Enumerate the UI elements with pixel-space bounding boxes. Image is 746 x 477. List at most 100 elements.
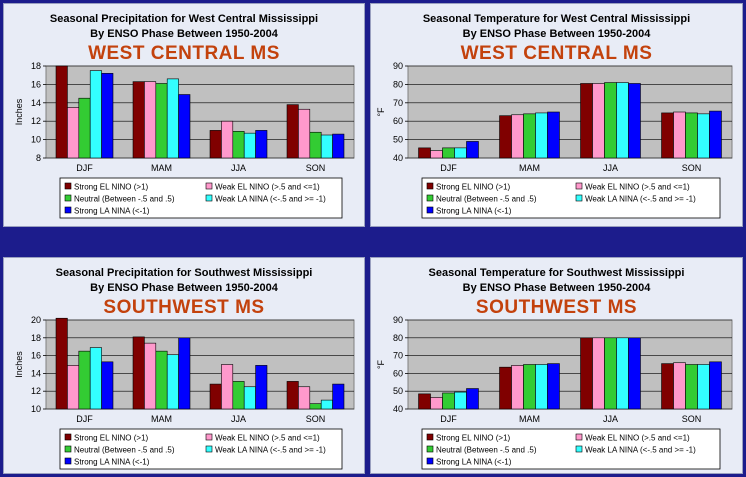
- x-tick-label: SON: [306, 414, 326, 424]
- bar: [243, 132, 256, 159]
- bar: [499, 366, 512, 410]
- y-tick-label: 14: [31, 98, 41, 108]
- legend-swatch: [64, 457, 72, 465]
- bar: [430, 150, 443, 159]
- y-axis-label: °F: [376, 107, 386, 117]
- x-tick-label: DJF: [440, 163, 457, 173]
- chart-svg: Seasonal Precipitation for West Central …: [14, 13, 355, 219]
- bar: [89, 70, 102, 159]
- legend-label: Strong LA NINA (<-1): [436, 458, 512, 467]
- y-tick-label: 16: [31, 79, 41, 89]
- bar: [511, 114, 524, 159]
- bar: [592, 83, 605, 159]
- bar: [232, 131, 245, 159]
- chart-subtitle: By ENSO Phase Between 1950-2004: [90, 282, 279, 294]
- x-tick-label: DJF: [76, 163, 93, 173]
- chart-svg: Seasonal Precipitation for Southwest Mis…: [14, 267, 355, 470]
- legend-swatch: [205, 433, 213, 441]
- x-tick-label: JJA: [603, 163, 618, 173]
- bar: [298, 108, 311, 159]
- x-tick-label: MAM: [151, 163, 172, 173]
- legend-label: Strong EL NINO (>1): [74, 434, 149, 443]
- legend-swatch: [64, 445, 72, 453]
- legend-box: [59, 177, 343, 219]
- bar: [78, 350, 91, 410]
- y-tick-label: 12: [31, 386, 41, 396]
- legend-swatch: [426, 182, 434, 190]
- bar: [166, 354, 179, 410]
- bar: [55, 317, 68, 410]
- y-tick-label: 80: [393, 333, 403, 343]
- legend-swatch: [64, 206, 72, 214]
- legend-box: [421, 177, 721, 219]
- legend-label: Weak LA NINA (<-.5 and >= -1): [585, 446, 696, 455]
- bar: [232, 381, 245, 410]
- bar: [132, 81, 145, 159]
- bar: [55, 65, 68, 159]
- chart-title: Seasonal Precipitation for West Central …: [50, 13, 318, 25]
- y-tick-label: 10: [31, 404, 41, 414]
- y-tick-label: 90: [393, 315, 403, 325]
- bar: [523, 364, 536, 410]
- bar: [580, 337, 593, 410]
- y-tick-label: 70: [393, 351, 403, 361]
- legend-swatch: [426, 206, 434, 214]
- legend-label: Neutral (Between -.5 and .5): [436, 446, 537, 455]
- x-tick-label: MAM: [151, 414, 172, 424]
- y-tick-label: 14: [31, 368, 41, 378]
- bar: [309, 131, 322, 159]
- legend-swatch: [205, 445, 213, 453]
- legend-swatch: [64, 182, 72, 190]
- region-label: WEST CENTRAL MS: [88, 43, 280, 64]
- bar: [709, 361, 722, 410]
- bar: [466, 388, 479, 410]
- legend-label: Neutral (Between -.5 and .5): [436, 195, 537, 204]
- bar: [616, 82, 629, 159]
- legend-label: Neutral (Between -.5 and .5): [74, 446, 175, 455]
- x-tick-label: JJA: [231, 414, 246, 424]
- x-tick-label: DJF: [440, 414, 457, 424]
- bar: [286, 381, 299, 410]
- region-label: SOUTHWEST MS: [103, 297, 264, 318]
- bar: [418, 393, 431, 410]
- x-tick-label: JJA: [603, 414, 618, 424]
- y-axis-label: Inches: [14, 98, 24, 125]
- bar: [454, 147, 467, 159]
- legend-box: [421, 428, 721, 470]
- y-tick-label: 10: [31, 135, 41, 145]
- y-tick-label: 16: [31, 351, 41, 361]
- y-tick-label: 50: [393, 135, 403, 145]
- y-tick-label: 60: [393, 368, 403, 378]
- bar: [320, 134, 333, 159]
- legend-label: Weak LA NINA (<-.5 and >= -1): [215, 446, 326, 455]
- legend-label: Weak LA NINA (<-.5 and >= -1): [585, 195, 696, 204]
- bar: [604, 337, 617, 410]
- y-tick-label: 40: [393, 153, 403, 163]
- bar: [673, 362, 686, 410]
- legend-label: Weak EL NINO (>.5 and <=1): [585, 183, 690, 192]
- bar: [286, 104, 299, 159]
- bar: [155, 83, 168, 159]
- bar: [144, 81, 157, 159]
- bar: [604, 82, 617, 159]
- legend-label: Weak EL NINO (>.5 and <=1): [215, 434, 320, 443]
- x-tick-label: SON: [682, 163, 702, 173]
- bar: [178, 337, 191, 410]
- bar: [535, 364, 548, 410]
- bar: [466, 141, 479, 159]
- bar: [67, 365, 80, 410]
- x-tick-label: SON: [306, 163, 326, 173]
- bar: [320, 399, 333, 410]
- legend-label: Strong LA NINA (<-1): [74, 207, 150, 216]
- y-axis-label: °F: [376, 359, 386, 369]
- legend-swatch: [205, 194, 213, 202]
- bar: [442, 147, 455, 159]
- bar: [221, 120, 234, 159]
- legend-swatch: [426, 194, 434, 202]
- bar: [221, 364, 234, 410]
- bar: [67, 107, 80, 159]
- legend-label: Weak EL NINO (>.5 and <=1): [585, 434, 690, 443]
- chart-panel-southwest-precipitation: Seasonal Precipitation for Southwest Mis…: [3, 257, 365, 474]
- legend-label: Neutral (Between -.5 and .5): [74, 195, 175, 204]
- bar: [616, 337, 629, 410]
